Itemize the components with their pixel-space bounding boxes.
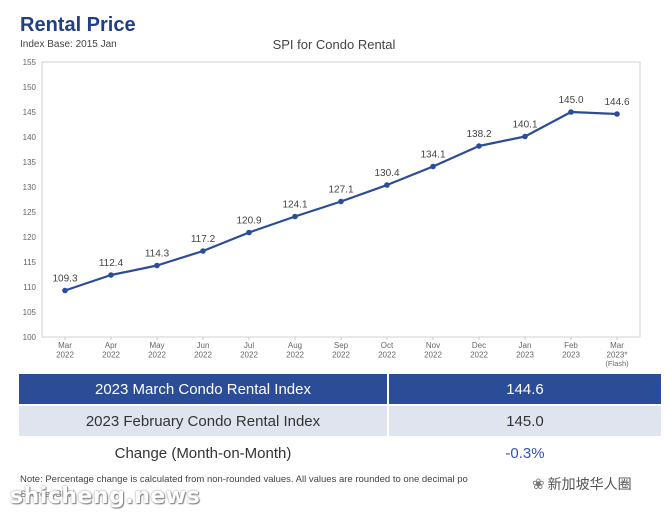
footnote: Note: Percentage change is calculated fr…: [20, 474, 468, 485]
y-tick-label: 140: [23, 133, 37, 142]
summary-table: 2023 March Condo Rental Index 144.6 2023…: [19, 374, 661, 468]
table-row: Change (Month-on-Month) -0.3%: [19, 436, 661, 468]
y-tick-label: 125: [23, 208, 37, 217]
wechat-icon: ❀: [532, 475, 545, 493]
data-point: [108, 272, 114, 278]
data-point: [154, 262, 160, 269]
data-point: [338, 198, 344, 205]
y-tick-label: 100: [23, 333, 37, 342]
data-point: [62, 287, 68, 294]
data-label: 138.2: [466, 129, 491, 140]
x-tick-label: May 2022: [148, 341, 166, 360]
x-tick-label: Jan 2023: [516, 341, 534, 360]
data-label: 134.1: [420, 150, 445, 161]
chart-header-title: Rental Price: [20, 14, 136, 36]
chart-header-subtitle: Index Base: 2015 Jan: [20, 39, 117, 50]
data-label: 144.6: [604, 97, 629, 108]
data-point: [200, 248, 206, 254]
data-label: 140.1: [512, 120, 537, 131]
data-label: 117.2: [191, 234, 216, 245]
chart-title: SPI for Condo Rental: [273, 37, 396, 52]
table-row-value: 144.6: [388, 374, 661, 405]
source-text: Source: SRX: [20, 489, 75, 500]
line-chart: SPI for Condo Rental 100 105 110 115 120 125 1…: [23, 37, 641, 368]
data-label: 120.9: [236, 216, 261, 227]
data-label: 109.3: [52, 274, 77, 285]
table-row-label: Change (Month-on-Month): [19, 436, 389, 468]
x-tick-label: Sep 2022: [332, 341, 350, 360]
data-point: [522, 133, 528, 140]
y-tick-label: 120: [23, 233, 37, 242]
x-tick-label: Dec 2022: [470, 341, 488, 360]
y-tick-label: 105: [23, 308, 37, 317]
data-point: [614, 111, 620, 117]
data-label: 145.0: [558, 95, 583, 106]
table-row-value: 145.0: [388, 404, 661, 437]
data-point: [476, 143, 482, 149]
x-tick-label: Nov 2022: [424, 341, 442, 360]
data-label: 124.1: [282, 200, 307, 211]
data-point: [246, 229, 252, 236]
data-point: [292, 213, 298, 220]
table-row: 2023 February Condo Rental Index 145.0: [19, 404, 661, 437]
y-tick-label: 155: [23, 58, 37, 67]
data-label: 114.3: [145, 249, 170, 260]
x-tick-label: Mar 2023* (Flash): [605, 341, 629, 368]
watermark-right: ❀ 新加坡华人圈: [532, 474, 632, 494]
data-label: 127.1: [328, 185, 353, 196]
table-row-label: 2023 March Condo Rental Index: [19, 374, 389, 405]
x-tick-label: Jun 2022: [194, 341, 212, 360]
watermark-right-text: 新加坡华人圈: [547, 477, 632, 493]
y-tick-label: 135: [23, 158, 37, 167]
watermark-left: shicheng.news: [10, 484, 201, 509]
x-tick-label: Apr 2022: [102, 341, 120, 360]
y-tick-label: 150: [23, 83, 37, 92]
y-tick-label: 130: [23, 183, 37, 192]
data-point: [384, 182, 390, 188]
x-tick-label: Feb 2023: [562, 341, 580, 360]
x-tick-label: Jul 2022: [240, 341, 258, 360]
y-tick-label: 110: [23, 283, 36, 292]
data-label: 112.4: [99, 258, 124, 269]
y-tick-label: 145: [23, 108, 37, 117]
x-tick-label: Oct 2022: [378, 341, 396, 360]
y-tick-label: 115: [23, 258, 36, 267]
data-point: [430, 163, 436, 170]
table-row: 2023 March Condo Rental Index 144.6: [19, 374, 661, 405]
data-point: [568, 109, 574, 115]
data-label: 130.4: [374, 168, 399, 179]
x-tick-label: Mar 2022: [56, 341, 74, 360]
table-row-label: 2023 February Condo Rental Index: [19, 404, 389, 437]
table-row-value: -0.3%: [388, 436, 661, 468]
x-tick-label: Aug 2022: [286, 341, 304, 360]
